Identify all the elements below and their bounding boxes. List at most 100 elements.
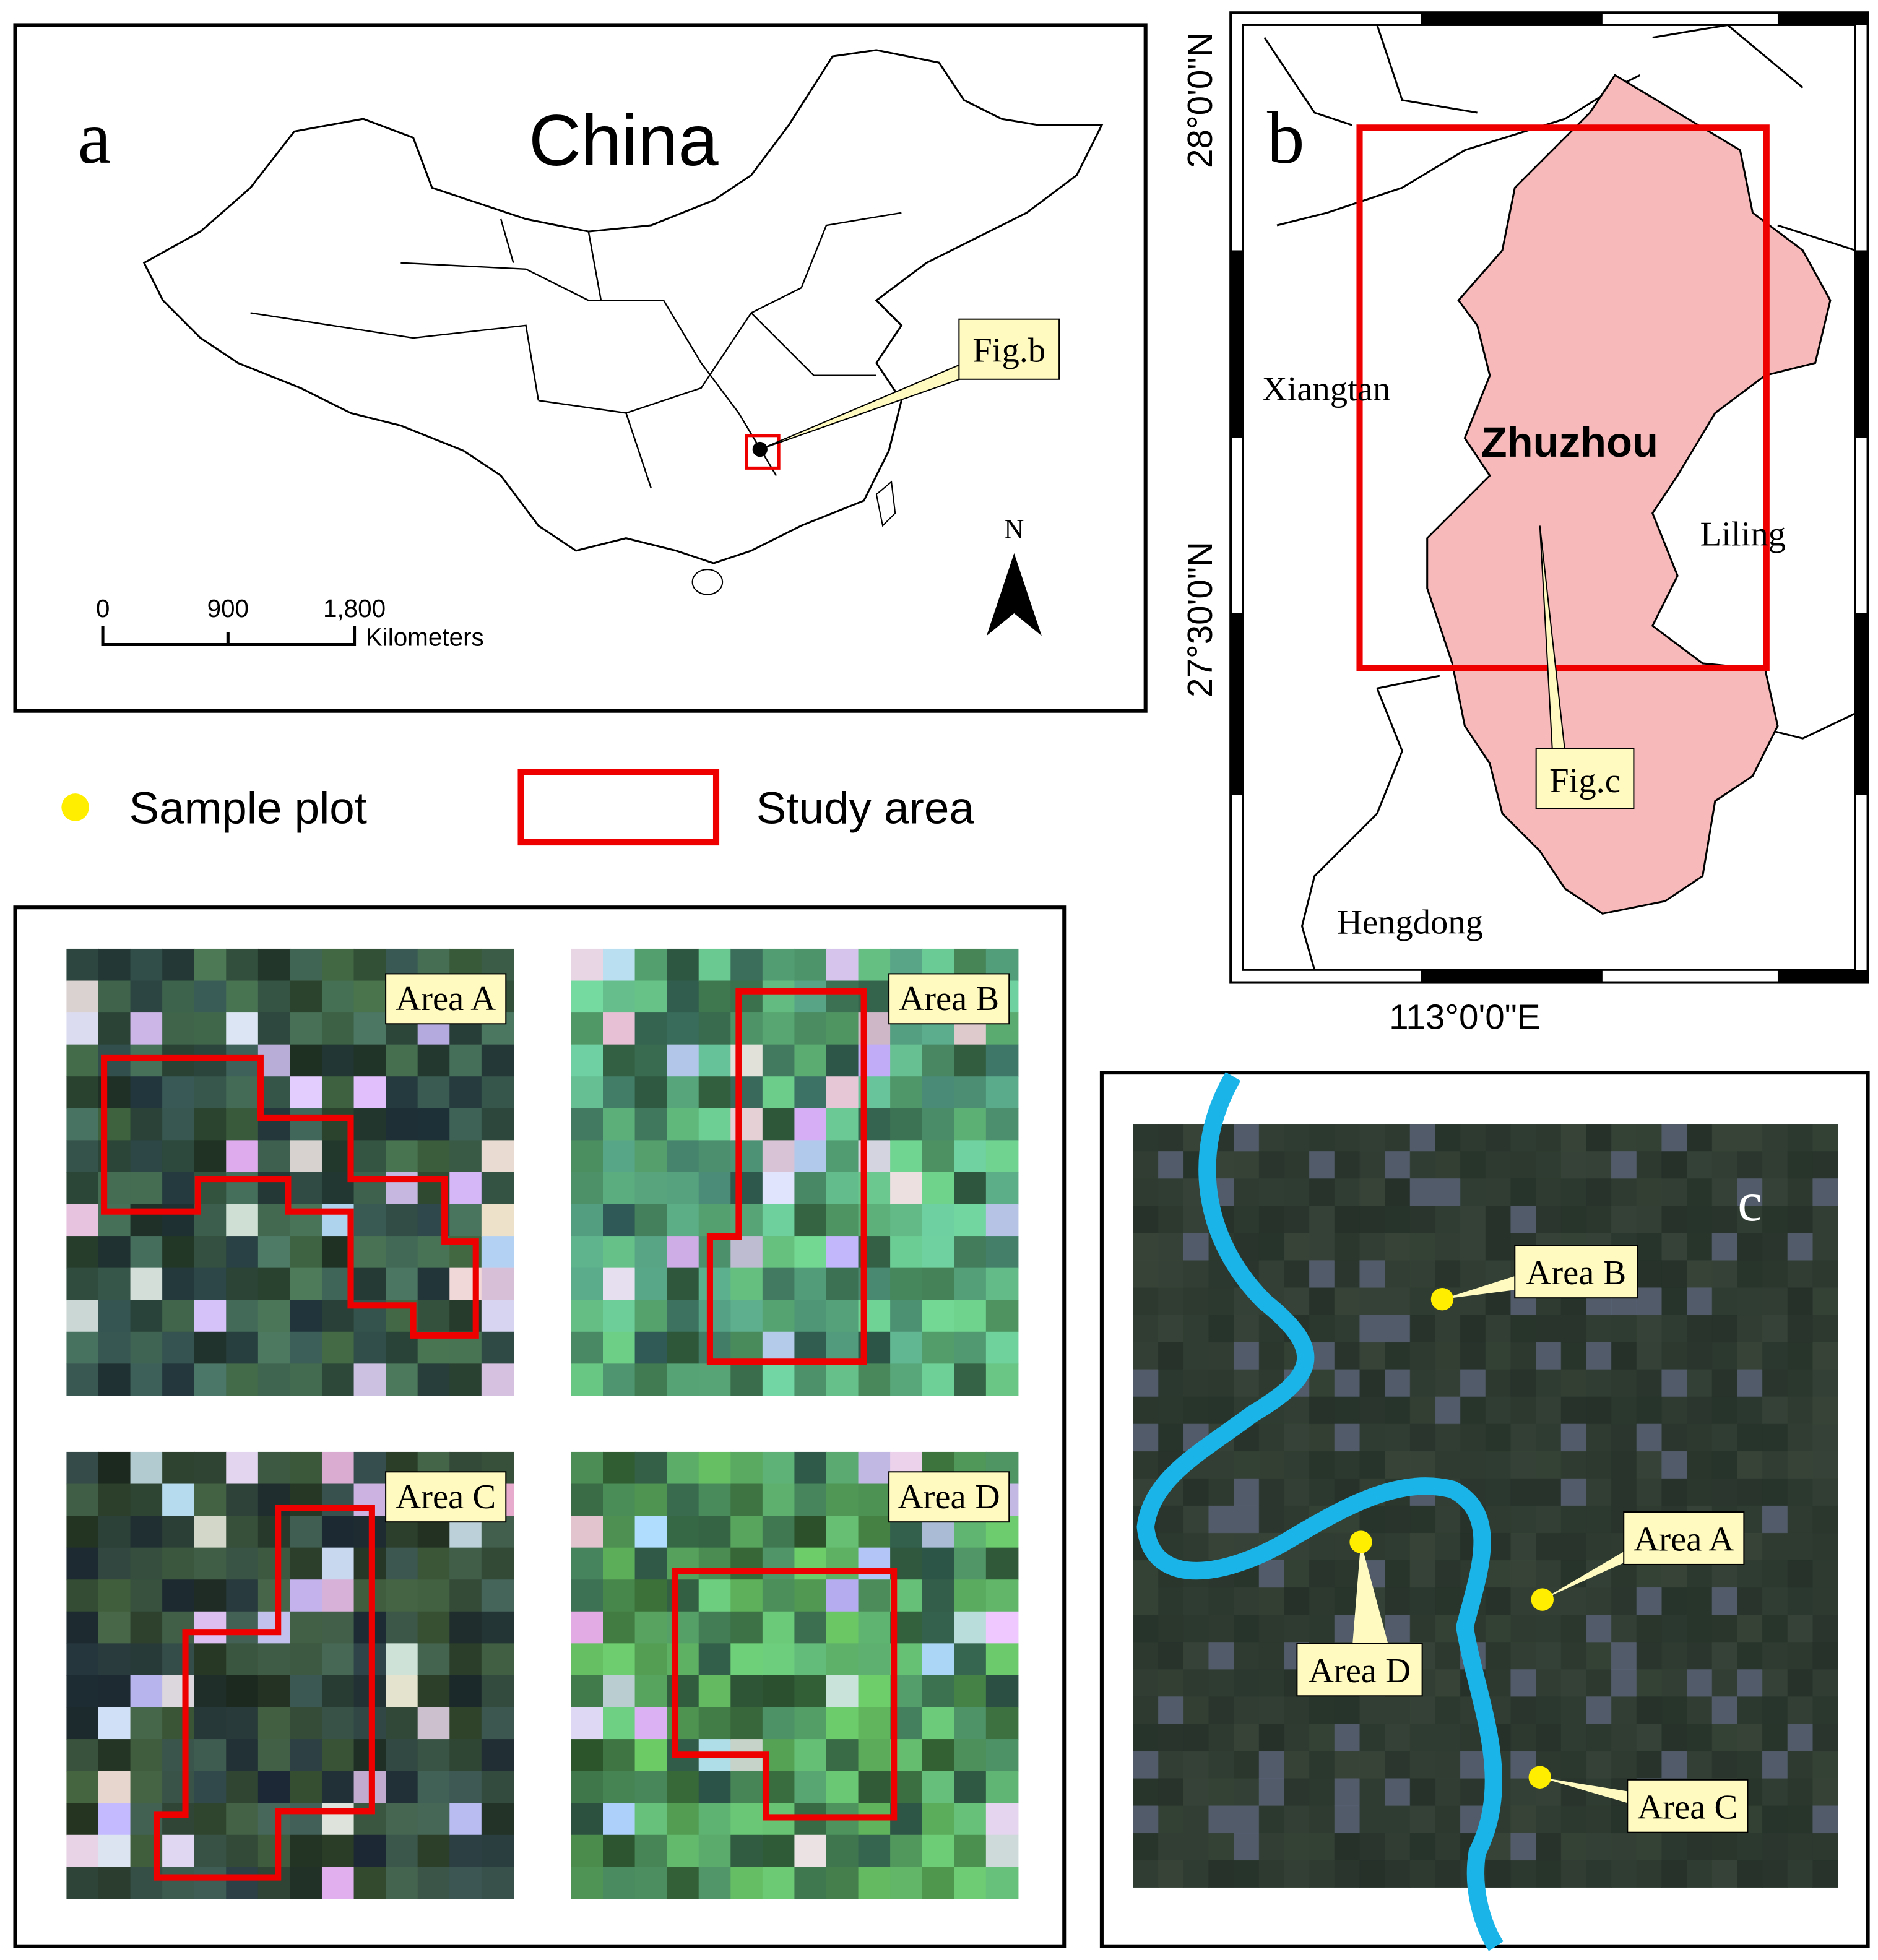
pixel [1385, 1342, 1411, 1370]
pixel [1787, 1560, 1813, 1588]
pixel [730, 1363, 763, 1396]
pixel [257, 980, 291, 1014]
pixel [1409, 1587, 1436, 1615]
pixel [1435, 1451, 1461, 1479]
pixel [1687, 1369, 1713, 1397]
pixel [985, 1331, 1019, 1365]
pixel [1536, 1206, 1562, 1233]
pixel [1234, 1724, 1260, 1752]
pixel [1560, 1369, 1587, 1397]
pixel [1812, 1587, 1838, 1615]
pixel [162, 1611, 195, 1644]
pixel [1158, 1669, 1184, 1697]
pixel [1183, 1724, 1209, 1752]
pixel [954, 1044, 987, 1077]
pixel [730, 1483, 763, 1517]
pixel [1435, 1505, 1461, 1534]
pixel [66, 1300, 100, 1332]
pixel [1385, 1532, 1411, 1561]
pixel [1183, 1478, 1209, 1506]
pixel [1385, 1369, 1411, 1397]
pixel [922, 1867, 955, 1899]
pixel [386, 1867, 418, 1899]
pixel [226, 1044, 259, 1077]
pixel [194, 1834, 227, 1868]
pixel [602, 1108, 636, 1141]
pixel [353, 1204, 387, 1237]
pixel [162, 1579, 195, 1612]
pixel [794, 1300, 827, 1332]
pixel [1409, 1505, 1436, 1534]
pixel [698, 1867, 732, 1899]
pixel [794, 1172, 827, 1205]
pixel [417, 1803, 451, 1836]
pixel [826, 1236, 859, 1269]
pixel [226, 1363, 259, 1396]
pixel [1208, 1860, 1234, 1888]
pixel [1737, 1724, 1763, 1752]
pixel [1787, 1532, 1813, 1561]
hainan [691, 569, 724, 595]
pixel [194, 1483, 227, 1517]
pixel [1586, 1151, 1612, 1179]
pixel [417, 1300, 451, 1332]
pixel [922, 1108, 955, 1141]
pixel [1762, 1124, 1788, 1152]
pixel [571, 1547, 604, 1581]
pixel [1435, 1778, 1461, 1807]
pixel [1636, 1396, 1663, 1425]
pixel [290, 1044, 322, 1077]
lon-label: 113°0'0"E [1389, 997, 1541, 1036]
pixel [571, 948, 604, 982]
pixel [1812, 1451, 1838, 1479]
pixel [353, 1108, 387, 1141]
pixel [1762, 1751, 1788, 1779]
pixel [1284, 1233, 1310, 1261]
pixel [985, 1300, 1019, 1332]
pixel [1183, 1860, 1209, 1888]
pixel [1611, 1833, 1637, 1861]
pixel [386, 1675, 418, 1708]
pixel [1737, 1369, 1763, 1397]
pixel [481, 1204, 514, 1237]
pixel [1460, 1369, 1486, 1397]
pixel [1284, 1260, 1310, 1289]
pixel [826, 1739, 859, 1772]
pixel [1536, 1724, 1562, 1752]
pixel [481, 1643, 514, 1676]
pixel [257, 1236, 291, 1269]
pixel [858, 1739, 891, 1772]
pixel [1409, 1206, 1436, 1233]
pixel [1284, 1724, 1310, 1752]
pixel [1586, 1124, 1612, 1152]
pixel [698, 1363, 732, 1396]
pixel [1536, 1151, 1562, 1179]
pixel [826, 948, 859, 982]
pixel [1133, 1805, 1159, 1834]
pixel [1711, 1315, 1737, 1343]
pixel [922, 1236, 955, 1269]
pixel [1309, 1833, 1335, 1861]
pixel [1711, 1696, 1737, 1724]
pixel [1409, 1233, 1436, 1261]
pixel [1258, 1124, 1285, 1152]
pixel [698, 980, 732, 1014]
pixel [257, 1483, 291, 1517]
pixel [1636, 1696, 1663, 1724]
pixel [1586, 1724, 1612, 1752]
pixel [1258, 1587, 1285, 1615]
pixel [1737, 1696, 1763, 1724]
pixel [985, 1739, 1019, 1772]
pixel [1661, 1751, 1687, 1779]
pixel [1812, 1396, 1838, 1425]
pixel [922, 1044, 955, 1077]
pixel [1787, 1724, 1813, 1752]
pixel [1359, 1260, 1385, 1289]
pixel [130, 1363, 163, 1396]
pixel [1737, 1669, 1763, 1697]
pixel [794, 1012, 827, 1045]
pixel [257, 1834, 291, 1868]
pixel [1687, 1151, 1713, 1179]
pixel [1711, 1642, 1737, 1670]
pixel [794, 1547, 827, 1581]
